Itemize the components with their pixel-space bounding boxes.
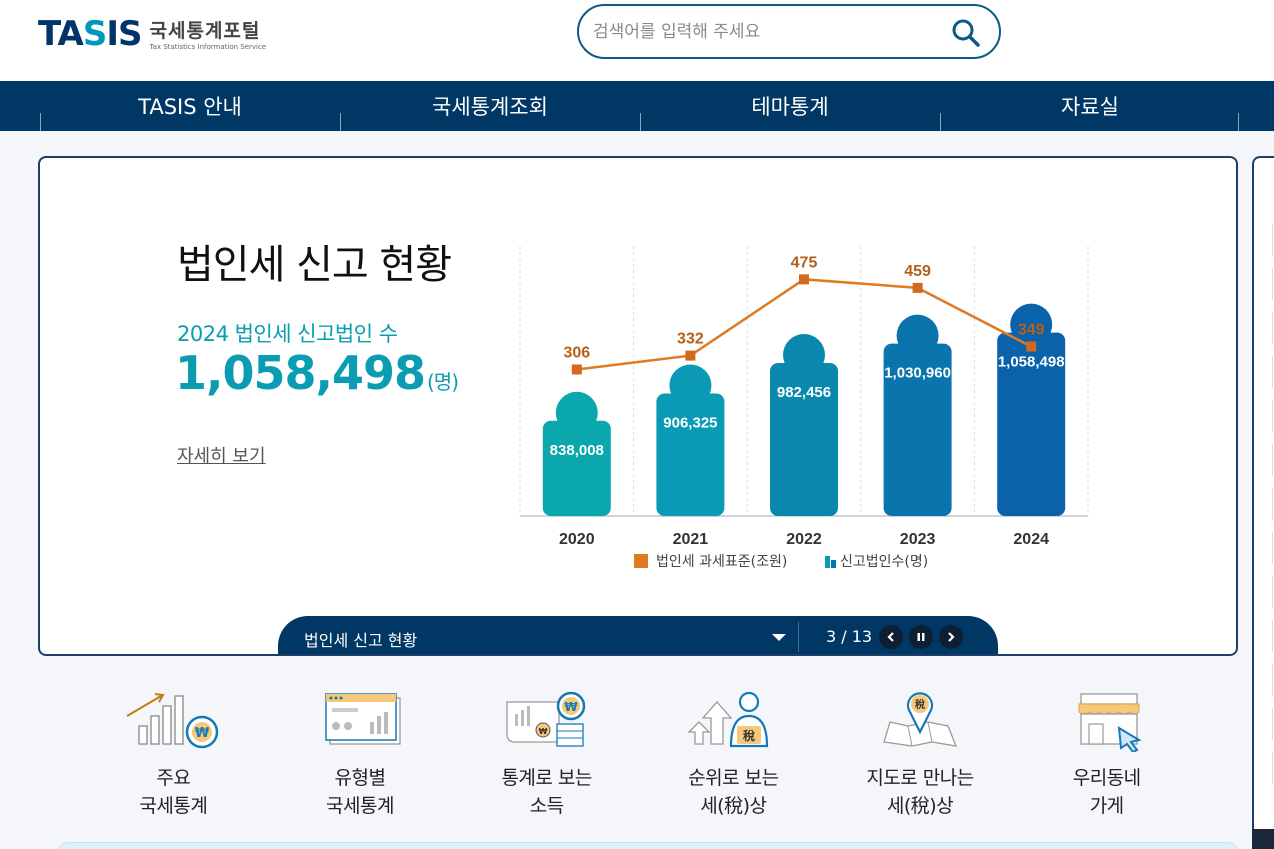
svg-text:₩: ₩ — [538, 727, 547, 736]
nav-item-theme-statistics[interactable]: 테마통계 — [640, 81, 940, 131]
chart-bar-label: 1,058,498 — [998, 354, 1065, 371]
slide-counter: 3 / 13 — [826, 627, 873, 646]
chart-bar-label: 1,030,960 — [884, 365, 951, 382]
pause-slide-button[interactable] — [909, 625, 933, 649]
quick-menu-label: 소득 — [529, 795, 564, 817]
corporate-tax-chart: 838,008 2020 906,325 2021 982,456 2022 1,030,9… — [519, 246, 1089, 570]
quick-menu-label: 국세통계 — [139, 795, 208, 817]
banner-value: 1,058,498 (명) — [175, 346, 459, 400]
next-slide-button[interactable] — [939, 625, 963, 649]
search-box — [577, 4, 1001, 59]
chart-data-label: 475 — [791, 254, 818, 271]
notice-strip — [58, 842, 1238, 849]
quick-menu-label: 통계로 보는 — [501, 767, 592, 789]
quick-menu-label: 세(稅)상 — [886, 795, 954, 817]
chart-bar-head — [669, 364, 712, 407]
chart-tick-label: 2024 — [1013, 531, 1049, 548]
chart-coin-icon: ₩ — [126, 693, 219, 749]
search-input[interactable] — [593, 18, 933, 46]
pause-icon — [917, 633, 925, 641]
svg-text:稅: 稅 — [743, 728, 755, 743]
svg-text:稅: 稅 — [915, 698, 925, 711]
slider-divider — [798, 622, 799, 652]
income-icon: ₩ ₩ — [506, 691, 585, 747]
quick-menu-label: 순위로 보는 — [688, 767, 779, 789]
map-pin-icon: 稅 — [883, 692, 958, 747]
logo-korean-name: 국세통계포털 — [149, 20, 261, 42]
chart-tick-label: 2023 — [900, 531, 936, 548]
quick-menu-label: 가게 — [1089, 795, 1124, 817]
quick-menu-label: 주요 — [156, 767, 191, 789]
chart-point — [685, 350, 696, 361]
chart-point — [912, 282, 923, 293]
chart-bar — [656, 393, 725, 516]
chart-bar — [542, 420, 611, 516]
side-panel-peek — [1252, 156, 1274, 849]
main-banner: 법인세 신고 현황 2024 법인세 신고법인 수 1,058,498 (명) 자… — [38, 156, 1238, 656]
site-header: TASIS 국세통계포털 Tax Statistics Information … — [0, 0, 1274, 81]
svg-text:₩: ₩ — [564, 700, 578, 714]
quick-menu-label: 유형별 — [334, 767, 386, 789]
logo-english-name: Tax Statistics Information Service — [149, 43, 267, 51]
chart-bar-label: 838,008 — [550, 442, 604, 459]
nav-item-tax-statistics[interactable]: 국세통계조회 — [340, 81, 640, 131]
chart-bar — [997, 332, 1066, 516]
chart-bar — [770, 363, 838, 516]
chart-bar-label: 982,456 — [777, 384, 831, 401]
chart-tick-label: 2021 — [673, 531, 709, 548]
view-more-link[interactable]: 자세히 보기 — [177, 446, 266, 467]
chart-point — [571, 364, 582, 375]
chart-bar-head — [783, 334, 825, 377]
chart-bar-head — [1010, 303, 1053, 346]
chart-legend-swatch — [831, 560, 836, 568]
store-icon — [1078, 693, 1142, 752]
logo-mark: TASIS — [38, 14, 143, 54]
chart-bar — [883, 343, 952, 516]
main-nav: TASIS 안내 국세통계조회 테마통계 자료실 — [0, 81, 1274, 131]
search-icon[interactable] — [951, 18, 981, 48]
chart-point — [799, 274, 809, 285]
banner-subtitle: 2024 법인세 신고법인 수 — [177, 322, 398, 346]
quick-menu-label: 지도로 만나는 — [866, 767, 974, 789]
quick-menu-label: 세(稅)상 — [700, 795, 767, 817]
ranking-icon: 稅 — [687, 691, 769, 748]
chart-tick-label: 2020 — [559, 531, 595, 548]
nav-divider — [1238, 113, 1239, 131]
banner-title: 법인세 신고 현황 — [177, 242, 452, 288]
chart-data-label: 306 — [563, 344, 590, 361]
quick-menu-label: 우리동네 — [1072, 767, 1141, 789]
chart-legend-label: 법인세 과세표준(조원) — [656, 554, 787, 570]
chart-point — [1026, 341, 1037, 352]
prev-slide-button[interactable] — [879, 625, 903, 649]
chart-tick-label: 2022 — [786, 531, 822, 548]
chart-legend-swatch — [634, 554, 648, 568]
nav-item-tasis-guide[interactable]: TASIS 안내 — [40, 81, 340, 131]
quick-menu-label: 국세통계 — [326, 795, 394, 817]
chart-bar-label: 906,325 — [663, 414, 717, 431]
dashboard-icon — [325, 693, 401, 745]
nav-item-archive[interactable]: 자료실 — [940, 81, 1240, 131]
chart-legend-swatch — [825, 556, 830, 568]
side-panel-footer — [1252, 829, 1274, 849]
chart-data-label: 459 — [904, 263, 931, 280]
chart-bar-head — [896, 314, 939, 357]
svg-text:₩: ₩ — [195, 726, 210, 741]
site-logo[interactable]: TASIS 국세통계포털 Tax Statistics Information … — [38, 14, 266, 54]
slider-control-bar: 법인세 신고 현황 3 / 13 — [278, 616, 998, 654]
chevron-down-icon[interactable] — [770, 628, 788, 646]
chart-data-label: 349 — [1018, 322, 1045, 339]
slider-title: 법인세 신고 현황 — [304, 631, 418, 650]
chevron-left-icon — [887, 632, 894, 642]
chart-data-label: 332 — [677, 331, 704, 348]
chart-bar-head — [555, 391, 598, 434]
chevron-right-icon — [948, 632, 955, 642]
chart-legend-label: 신고법인수(명) — [840, 554, 928, 570]
